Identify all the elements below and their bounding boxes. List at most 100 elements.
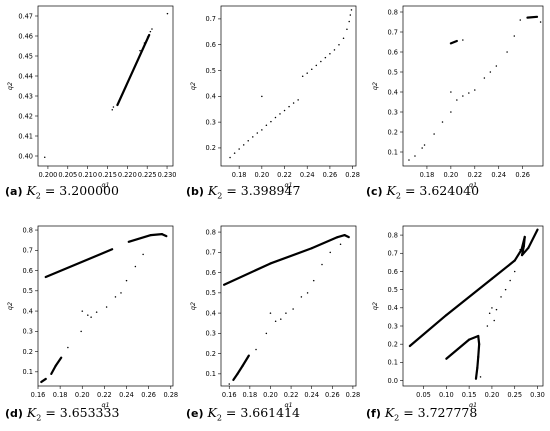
caption-f: (f) K2 = 3.727778 — [366, 405, 477, 423]
orbit-point — [474, 89, 476, 91]
y-tick-label: 0.2 — [206, 144, 217, 152]
orbit-segment — [522, 235, 526, 248]
y-tick-label: 0.2 — [388, 128, 399, 136]
y-axis-label: q2 — [6, 302, 14, 310]
orbit-point — [301, 75, 304, 77]
caption-value: = 3.653333 — [41, 405, 120, 420]
orbit-point — [142, 253, 144, 256]
orbit-point — [255, 348, 257, 351]
orbit-point — [342, 37, 345, 40]
orbit-segment — [513, 248, 523, 262]
orbit-segment — [44, 248, 114, 279]
orbit-segment — [408, 313, 448, 348]
orbit-point — [329, 52, 331, 55]
plot-frame — [402, 5, 544, 167]
orbit-point — [504, 288, 507, 291]
x-tick-label: 0.10 — [439, 391, 454, 399]
plot-frame — [402, 225, 544, 387]
y-tick-label: 0.4 — [206, 93, 217, 101]
orbit-point — [242, 144, 245, 146]
x-tick-label: 0.225 — [138, 171, 157, 179]
orbit-point — [265, 124, 268, 126]
orbit-point — [539, 21, 542, 23]
caption-tag: (e) — [186, 407, 204, 420]
y-tick-label: 0.6 — [388, 48, 399, 56]
y-tick-label: 0.40 — [18, 152, 33, 160]
x-tick-label: 0.26 — [515, 171, 530, 179]
plot-svg: 0.18 0.20 0.22 0.24 0.26 0.28 0.2 0.3 0.4 0.5 0.6 0… — [189, 5, 360, 189]
orbit-point — [81, 310, 84, 312]
orbit-point — [338, 43, 340, 46]
orbit-point — [500, 296, 502, 298]
orbit-point — [95, 311, 98, 313]
orbit-point — [229, 156, 231, 159]
orbit-segment — [222, 262, 272, 286]
x-tick-label: 0.25 — [507, 391, 522, 399]
orbit-point — [479, 376, 482, 378]
x-tick-label: 0.22 — [284, 391, 299, 399]
y-tick-label: 0.5 — [23, 287, 34, 295]
orbit-point — [87, 314, 89, 316]
orbit-point — [292, 308, 294, 310]
x-tick-label: 0.24 — [491, 171, 506, 179]
y-tick-label: 0.7 — [388, 250, 399, 258]
x-tick-label: 0.28 — [163, 391, 178, 399]
subplot-d: 0.16 0.18 0.20 0.22 0.24 0.26 0.28 0.1 0.2 0.3 0.4… — [0, 220, 181, 416]
caption-subscript: 2 — [216, 413, 222, 423]
x-axis-label: q1 — [284, 401, 292, 409]
caption-variable: K — [203, 183, 218, 198]
y-tick-label: 0.5 — [388, 286, 399, 294]
caption-variable: K — [380, 405, 395, 420]
y-tick-label: 0.46 — [18, 32, 33, 40]
orbit-point — [315, 64, 318, 67]
x-tick-label: 0.24 — [300, 171, 315, 179]
subplot-c: 0.18 0.20 0.22 0.24 0.26 0.1 0.2 0.3 0.4 0.5 0.6 0.… — [365, 0, 550, 196]
orbit-point — [433, 133, 435, 135]
y-tick-label: 0.7 — [206, 15, 217, 23]
orbit-point — [306, 72, 308, 74]
orbit-segment — [527, 228, 539, 249]
caption-value: = 3.200000 — [40, 183, 119, 198]
y-tick-label: 0.6 — [206, 41, 217, 49]
orbit-point — [329, 251, 331, 254]
orbit-point — [146, 36, 149, 38]
y-tick-label: 0.2 — [206, 350, 217, 358]
x-tick-label: 0.26 — [141, 391, 156, 399]
orbit-point — [139, 49, 141, 52]
orbit-point — [450, 91, 452, 93]
orbit-point — [350, 9, 353, 11]
orbit-segment — [526, 15, 539, 19]
orbit-segment — [232, 372, 239, 382]
orbit-point — [348, 20, 350, 23]
caption-variable: K — [22, 183, 36, 198]
y-tick-label: 0.7 — [206, 249, 217, 257]
orbit-segment — [449, 39, 458, 45]
orbit-point — [462, 39, 464, 41]
orbit-point — [456, 99, 458, 101]
orbit-point — [270, 120, 272, 123]
orbit-point — [105, 306, 108, 308]
orbit-point — [166, 12, 169, 15]
caption-variable: K — [22, 405, 37, 420]
orbit-point — [283, 109, 286, 112]
y-tick-label: 0.7 — [388, 28, 399, 36]
orbit-point — [252, 136, 254, 138]
x-tick-label: 0.215 — [98, 171, 117, 179]
orbit-segment — [477, 343, 481, 359]
x-tick-label: 0.20 — [75, 391, 90, 399]
caption-c: (c) K2 = 3.624040 — [366, 183, 479, 201]
orbit-point — [488, 312, 491, 315]
orbit-point — [125, 279, 128, 282]
orbit-point — [80, 330, 82, 333]
x-tick-label: 0.15 — [462, 391, 477, 399]
caption-e: (e) K2 = 3.661414 — [186, 405, 300, 423]
orbit-point — [414, 155, 416, 157]
orbit-segment — [336, 234, 346, 239]
caption-tag: (f) — [366, 407, 381, 420]
x-tick-label: 0.205 — [58, 171, 77, 179]
plot-svg: 0.18 0.20 0.22 0.24 0.26 0.1 0.2 0.3 0.4 0.5 0.6 0.… — [371, 5, 544, 189]
orbit-point — [506, 51, 508, 53]
y-tick-label: 0.5 — [206, 67, 217, 75]
y-tick-label: 0.4 — [23, 307, 34, 315]
caption-variable: K — [382, 183, 396, 198]
